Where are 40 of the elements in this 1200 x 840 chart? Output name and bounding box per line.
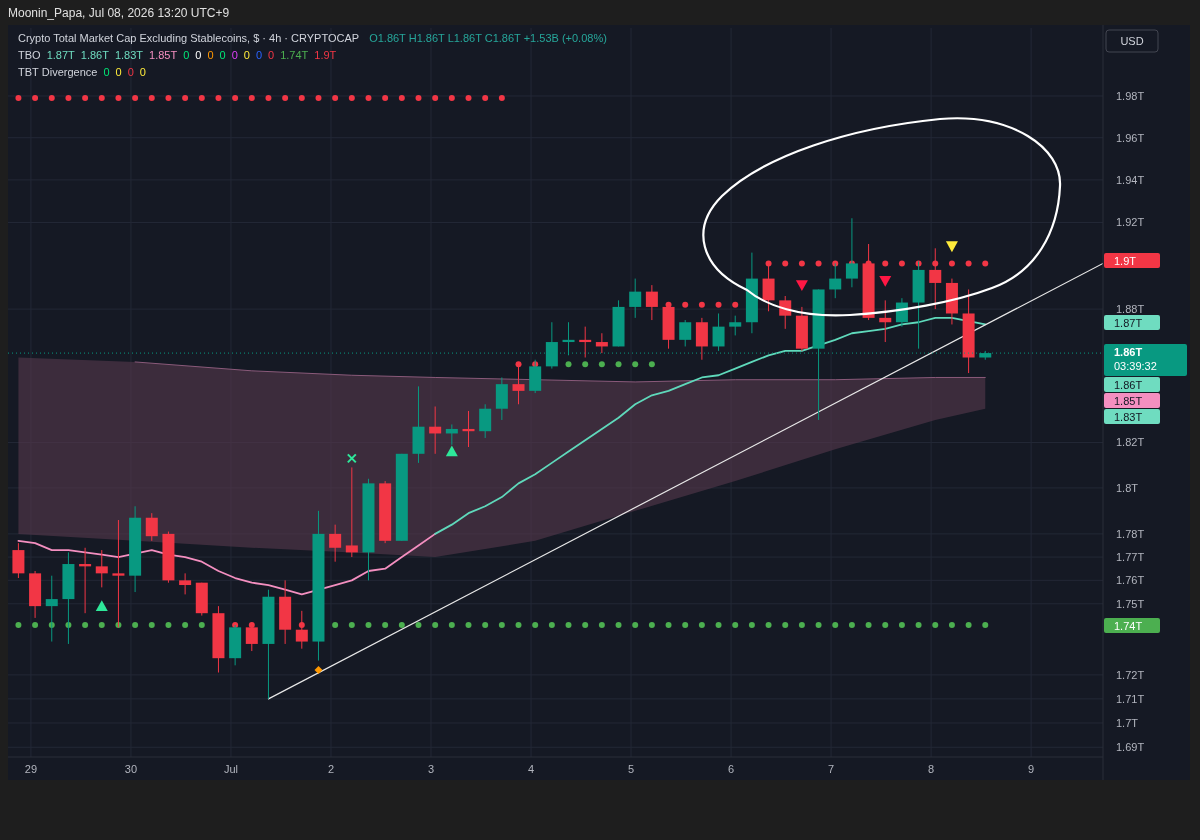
y-tick-label: 1.98T bbox=[1116, 89, 1145, 102]
x-tick-label: 30 bbox=[124, 763, 138, 775]
x-tick-label: 9 bbox=[1028, 763, 1035, 775]
annotation: TBT Divergence 0 0 0 0 bbox=[18, 66, 146, 78]
y-tick-label: 1.8T bbox=[1116, 481, 1139, 494]
y-tick-label: 1.88T bbox=[1116, 302, 1145, 315]
y-tick-label: 1.92T bbox=[1116, 216, 1145, 229]
y-tick-label: 1.71T bbox=[1116, 692, 1145, 705]
ref-line-label: 1.86T bbox=[1114, 346, 1143, 359]
y-tick-label: 1.69T bbox=[1116, 741, 1145, 754]
text: 1.83T bbox=[1114, 411, 1143, 424]
chart-title: Crypto Total Market Cap Excluding Stablecoins, $ · 4h · CRYPTOCAP bbox=[18, 32, 360, 44]
x-tick-label: 2 bbox=[327, 763, 335, 775]
text: 1.74T bbox=[1114, 620, 1143, 632]
x-tick-label: 7 bbox=[828, 763, 835, 775]
y-tick-label: 1.75T bbox=[1116, 597, 1145, 610]
text: 1.86T bbox=[1114, 379, 1143, 392]
y-tick-label: 1.77T bbox=[1116, 550, 1145, 563]
y-tick-label: 1.76T bbox=[1116, 574, 1145, 587]
y-tick-label: 1.82T bbox=[1116, 436, 1145, 449]
y-tick-label: 1.94T bbox=[1116, 173, 1145, 186]
text: 1.85T bbox=[1114, 395, 1143, 408]
y-tick-label: 1.7T bbox=[1116, 716, 1139, 729]
text: TBO 1.87T 1.86T 1.83T 1.85T 0 0 0 0 0 0 0 0 1.74T 1.9T bbox=[18, 49, 337, 61]
chart-subtitle: O1.86T H1.86T L1.86T C1.86T +1.53B (+0.08%) bbox=[369, 32, 607, 44]
x-tick-label: 3 bbox=[427, 763, 435, 775]
x-tick-label: 6 bbox=[727, 763, 735, 775]
x-tick-label: 8 bbox=[928, 763, 935, 775]
text: USD bbox=[1120, 35, 1144, 47]
x-tick-label: Jul bbox=[223, 763, 238, 775]
text: 03:39:32 bbox=[1114, 360, 1157, 373]
y-tick-label: 1.96T bbox=[1116, 131, 1145, 144]
x-tick-label: 29 bbox=[24, 763, 38, 775]
y-tick-label: 1.72T bbox=[1116, 668, 1145, 681]
text: 1.9T bbox=[1114, 255, 1137, 267]
text: 1.87T bbox=[1114, 317, 1143, 329]
text: Moonin_Papa, Jul 08, 2026 13:20 UTC+9 bbox=[8, 6, 230, 20]
y-tick-label: 1.78T bbox=[1116, 527, 1145, 540]
x-tick-label: 4 bbox=[527, 763, 535, 775]
x-tick-label: 5 bbox=[627, 763, 635, 775]
